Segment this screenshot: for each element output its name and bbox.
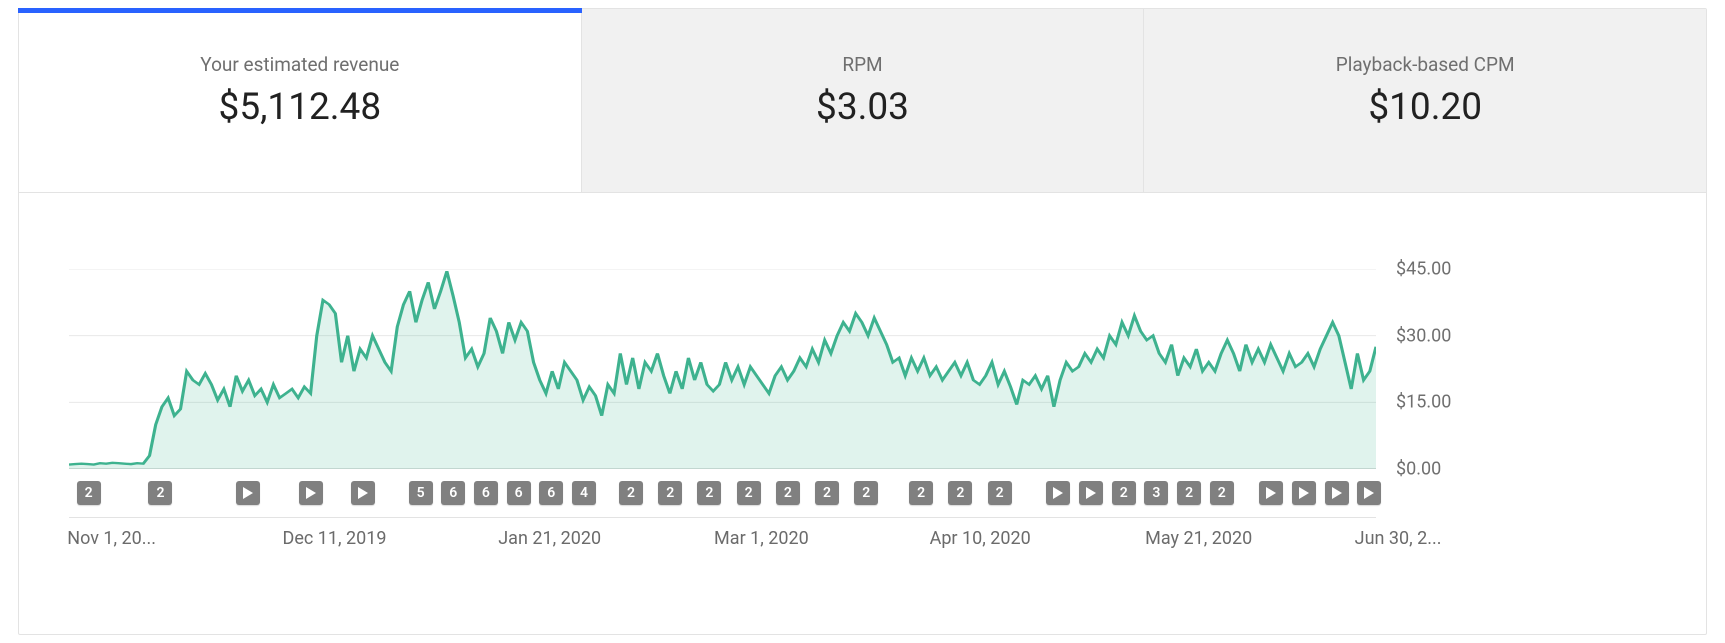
video-marker[interactable] xyxy=(1046,481,1070,505)
video-marker[interactable] xyxy=(1357,481,1381,505)
x-axis-label: Nov 1, 20... xyxy=(67,528,156,549)
y-axis-label: $15.00 xyxy=(1396,392,1451,413)
play-icon xyxy=(1332,487,1342,499)
event-marker[interactable]: 2 xyxy=(1210,481,1234,505)
tab-cpm[interactable]: Playback-based CPM $10.20 xyxy=(1144,9,1706,192)
play-icon xyxy=(358,487,368,499)
x-axis-label: Jun 30, 2... xyxy=(1355,528,1442,549)
play-icon xyxy=(1299,487,1309,499)
tab-value: $5,112.48 xyxy=(19,86,581,129)
event-marker[interactable]: 6 xyxy=(474,481,498,505)
event-marker[interactable]: 2 xyxy=(697,481,721,505)
x-axis: Nov 1, 20...Dec 11, 2019Jan 21, 2020Mar … xyxy=(69,517,1376,518)
x-axis-label: Apr 10, 2020 xyxy=(930,528,1031,549)
tab-value: $3.03 xyxy=(582,86,1144,129)
x-axis-label: Dec 11, 2019 xyxy=(283,528,387,549)
event-marker[interactable]: 6 xyxy=(441,481,465,505)
tab-label: Playback-based CPM xyxy=(1144,53,1706,76)
event-marker[interactable]: 2 xyxy=(77,481,101,505)
event-marker[interactable]: 2 xyxy=(1177,481,1201,505)
event-marker[interactable]: 2 xyxy=(619,481,643,505)
event-marker[interactable]: 2 xyxy=(148,481,172,505)
y-axis-label: $30.00 xyxy=(1396,325,1451,346)
timeline-markers: 2256666422222222222322 xyxy=(69,481,1376,511)
y-axis-label: $0.00 xyxy=(1396,459,1441,480)
video-marker[interactable] xyxy=(299,481,323,505)
event-marker[interactable]: 2 xyxy=(815,481,839,505)
x-axis-label: Mar 1, 2020 xyxy=(714,528,809,549)
x-axis-label: Jan 21, 2020 xyxy=(498,528,601,549)
event-marker[interactable]: 2 xyxy=(909,481,933,505)
play-icon xyxy=(306,487,316,499)
event-marker[interactable]: 2 xyxy=(658,481,682,505)
video-marker[interactable] xyxy=(1259,481,1283,505)
video-marker[interactable] xyxy=(1079,481,1103,505)
metric-tabs: Your estimated revenue $5,112.48RPM $3.03P… xyxy=(19,9,1706,193)
play-icon xyxy=(243,487,253,499)
event-marker[interactable]: 6 xyxy=(507,481,531,505)
video-marker[interactable] xyxy=(1325,481,1349,505)
tab-revenue[interactable]: Your estimated revenue $5,112.48 xyxy=(19,9,582,192)
video-marker[interactable] xyxy=(351,481,375,505)
event-marker[interactable]: 2 xyxy=(737,481,761,505)
event-marker[interactable]: 5 xyxy=(409,481,433,505)
event-marker[interactable]: 2 xyxy=(1112,481,1136,505)
play-icon xyxy=(1266,487,1276,499)
tab-rpm[interactable]: RPM $3.03 xyxy=(582,9,1145,192)
y-axis-labels: $45.00$30.00$15.00$0.00 xyxy=(1396,269,1676,469)
chart-area: $45.00$30.00$15.00$0.00 2256666422222222… xyxy=(49,269,1676,614)
play-icon xyxy=(1086,487,1096,499)
video-marker[interactable] xyxy=(1292,481,1316,505)
tab-value: $10.20 xyxy=(1144,86,1706,129)
chart-plot xyxy=(69,269,1376,469)
tab-label: RPM xyxy=(582,53,1144,76)
event-marker[interactable]: 2 xyxy=(948,481,972,505)
play-icon xyxy=(1053,487,1063,499)
x-axis-label: May 21, 2020 xyxy=(1145,528,1252,549)
event-marker[interactable]: 6 xyxy=(539,481,563,505)
play-icon xyxy=(1364,487,1374,499)
video-marker[interactable] xyxy=(236,481,260,505)
analytics-card: Your estimated revenue $5,112.48RPM $3.03P… xyxy=(18,8,1707,635)
event-marker[interactable]: 4 xyxy=(572,481,596,505)
tab-label: Your estimated revenue xyxy=(19,53,581,76)
event-marker[interactable]: 2 xyxy=(854,481,878,505)
event-marker[interactable]: 2 xyxy=(776,481,800,505)
event-marker[interactable]: 2 xyxy=(988,481,1012,505)
y-axis-label: $45.00 xyxy=(1396,259,1451,280)
event-marker[interactable]: 3 xyxy=(1144,481,1168,505)
